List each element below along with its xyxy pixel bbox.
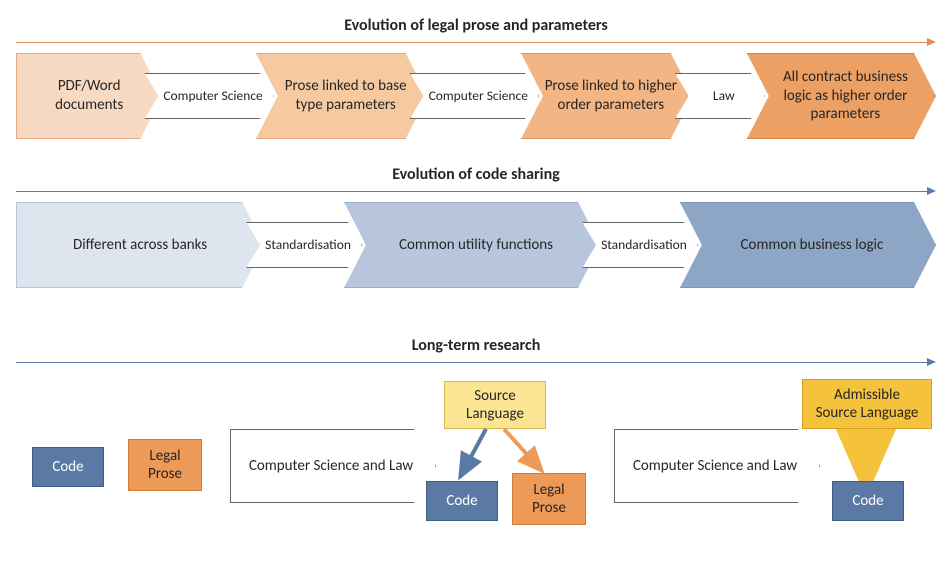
s1-step-1: PDF/Word documents xyxy=(16,53,162,139)
s3-stage3-connector xyxy=(836,429,896,481)
s2-between-1: Standardisation xyxy=(246,222,362,268)
s3-stage1-code-label: Code xyxy=(52,458,83,476)
s3-stage2-source: Source Language xyxy=(444,381,546,429)
s2-between-2-label: Standardisation xyxy=(601,238,687,253)
s2-between-1-label: Standardisation xyxy=(265,238,351,253)
s3-stage3-code-label: Code xyxy=(852,492,883,510)
s3-stage2-code-label: Code xyxy=(446,492,477,510)
s3-stage3-source-label: Admissible Source Language xyxy=(813,386,921,422)
s1-step-4-label: All contract business logic as higher or… xyxy=(770,68,921,124)
section1-title: Evolution of legal prose and parameters xyxy=(16,16,936,35)
s2-step-3: Common business logic xyxy=(680,202,936,288)
s2-step-3-label: Common business logic xyxy=(741,236,884,255)
s1-step-3: Prose linked to higher order parameters xyxy=(521,53,693,139)
s3-stage3-source: Admissible Source Language xyxy=(802,379,932,429)
s1-between-1-label: Computer Science xyxy=(163,89,262,104)
s3-arrow-2-label: Computer Science and Law xyxy=(633,457,797,475)
s1-step-1-label: PDF/Word documents xyxy=(31,77,147,115)
s3-stage1-code: Code xyxy=(32,447,104,487)
s3-stage2-connectors xyxy=(416,423,596,487)
section3-title: Long-term research xyxy=(16,336,936,355)
section1-rule xyxy=(16,37,936,47)
s2-step-1-label: Different across banks xyxy=(73,236,207,255)
s1-between-2-label: Computer Science xyxy=(429,89,528,104)
s3-arrow-2: Computer Science and Law xyxy=(614,429,820,503)
section3-area: Code Legal Prose Computer Science and La… xyxy=(16,373,936,543)
s3-stage3-code: Code xyxy=(832,481,904,521)
section2-rule xyxy=(16,186,936,196)
s1-between-1: Computer Science xyxy=(144,73,273,119)
s1-between-2: Computer Science xyxy=(410,73,539,119)
s1-step-2: Prose linked to base type parameters xyxy=(256,53,428,139)
s3-arrow-1-label: Computer Science and Law xyxy=(249,457,413,475)
s1-step-3-label: Prose linked to higher order parameters xyxy=(544,77,678,115)
s2-step-2: Common utility functions xyxy=(344,202,600,288)
section3-rule xyxy=(16,357,936,367)
s1-step-4: All contract business logic as higher or… xyxy=(747,53,936,139)
s3-stage1-legal: Legal Prose xyxy=(128,439,202,491)
s1-step-2-label: Prose linked to base type parameters xyxy=(279,77,413,115)
s3-stage2-code: Code xyxy=(426,481,498,521)
s2-step-1: Different across banks xyxy=(16,202,264,288)
section2-title: Evolution of code sharing xyxy=(16,165,936,184)
s2-between-2: Standardisation xyxy=(582,222,698,268)
s3-stage1-legal-label: Legal Prose xyxy=(139,447,191,483)
s1-between-3-label: Law xyxy=(713,89,735,104)
s3-stage2-source-label: Source Language xyxy=(455,387,535,423)
s2-step-2-label: Common utility functions xyxy=(399,236,553,255)
section2-row: Different across banks Standardisation C… xyxy=(16,202,936,288)
s3-arrow-1: Computer Science and Law xyxy=(230,429,436,503)
section1-row: PDF/Word documents Computer Science Pros… xyxy=(16,53,936,139)
